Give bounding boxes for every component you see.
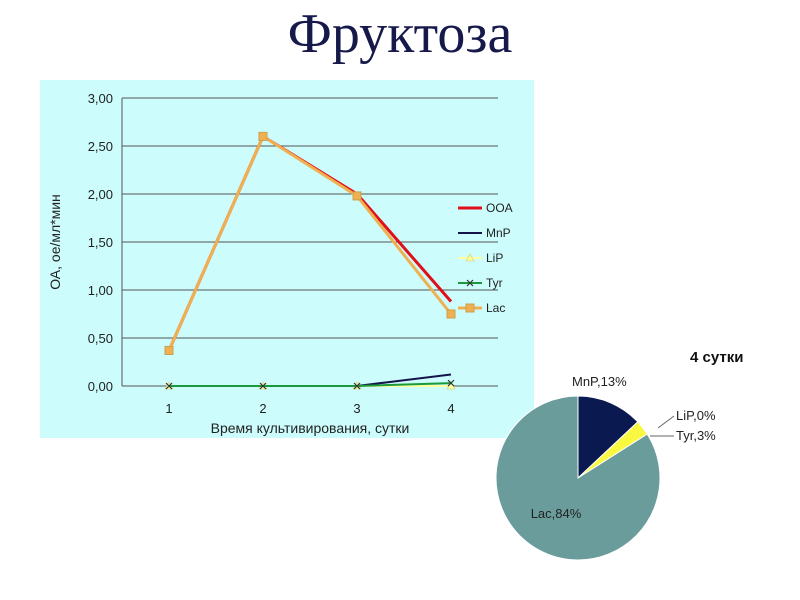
y-tick-label: 0,50: [88, 331, 113, 346]
series-line-lac: [167, 134, 453, 352]
data-point-lac: [164, 345, 174, 355]
y-tick-label: 2,00: [88, 187, 113, 202]
line-chart-panel: 0,00 0,50 1,00 1,50 2,00 2,50 3,00 1 2 3 4 Время ку…: [40, 80, 534, 438]
y-tick-label: 1,50: [88, 235, 113, 250]
pie-label-lip: LiP,0%: [676, 408, 716, 423]
legend-label-lip: LiP: [486, 251, 503, 265]
legend-label-mnp: MnP: [486, 226, 511, 240]
pie-label-lac: Lac,84%: [531, 506, 582, 521]
x-tick-label: 2: [259, 401, 266, 416]
legend-marker-lac: [465, 303, 475, 313]
pie-label-tyr: Tyr,3%: [676, 428, 716, 443]
series-line-tyr: [169, 382, 452, 387]
pie-slice-mnp: [577, 395, 639, 480]
y-tick-label: 1,00: [88, 283, 113, 298]
data-point-lac: [258, 131, 268, 141]
pie-leader-lip: [657, 415, 675, 429]
y-axis-title: ОА, ое/мл*мин: [47, 194, 63, 290]
x-axis-title: Время культивирования, сутки: [211, 420, 410, 436]
line-chart: 0,00 0,50 1,00 1,50 2,00 2,50 3,00 1 2 3 4 Время ку…: [47, 91, 513, 436]
data-point-tyr: [165, 382, 173, 390]
y-tick-label: 2,50: [88, 139, 113, 154]
pie-chart: 4 сутки MnP,13% LiP,0% Tyr,3% Lac,84%: [495, 349, 743, 561]
data-point-tyr: [353, 382, 361, 390]
data-point-lac: [446, 309, 456, 319]
y-tick-label: 3,00: [88, 91, 113, 106]
y-tick-label: 0,00: [88, 379, 113, 394]
x-tick-label: 4: [447, 401, 454, 416]
legend-label-ooa: OOA: [486, 201, 513, 215]
data-point-tyr: [259, 382, 267, 390]
series-line-ooa: [167, 134, 453, 352]
legend-label-lac: Lac: [486, 301, 505, 315]
data-point-tyr: [447, 379, 455, 387]
legend-marker-lip: [465, 253, 475, 262]
slide-title: Фруктоза: [287, 3, 513, 65]
pie-title: 4 сутки: [690, 349, 743, 366]
pie-label-mnp: MnP,13%: [572, 374, 627, 389]
legend-label-tyr: Tyr: [486, 276, 503, 290]
data-point-lac: [352, 191, 362, 201]
legend-marker-tyr: [466, 279, 474, 287]
x-tick-label: 3: [353, 401, 360, 416]
pie-slice-lac: [495, 395, 661, 561]
x-tick-label: 1: [165, 401, 172, 416]
